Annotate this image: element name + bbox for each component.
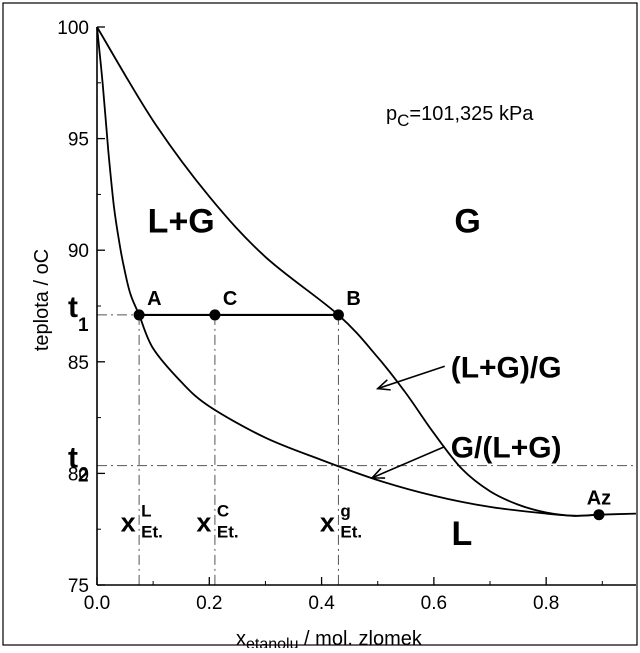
- curve-label-arrow: [377, 365, 445, 390]
- x-axis-label-rest: / mol. zlomek: [299, 628, 423, 648]
- x-tick-label: 0.8: [533, 593, 559, 614]
- y-tick-label: 95: [68, 130, 89, 151]
- x-tick-label: 0.4: [308, 593, 335, 614]
- x-marker-subscript: Et.: [141, 522, 163, 541]
- tie-point-A: [133, 309, 145, 321]
- y-tick-label: 90: [68, 241, 89, 262]
- x-marker-subscript: Et.: [340, 522, 362, 541]
- t-marker-label: t1: [68, 291, 89, 336]
- series-line: [96, 26, 599, 517]
- y-axis-label: teplota / oC: [31, 249, 53, 351]
- tie-point-label: C: [223, 288, 237, 310]
- x-marker-superscript: L: [141, 501, 151, 520]
- tie-point-label: A: [147, 288, 161, 310]
- x-tick-label: 0.0: [84, 593, 110, 614]
- t-marker-label: t2: [68, 442, 89, 487]
- curve-label: (L+G)/G: [451, 351, 562, 384]
- pressure-subscript: C: [397, 111, 409, 130]
- tie-point-B: [332, 309, 344, 321]
- x-axis-label-symbol: x: [236, 628, 246, 648]
- region-label: L+G: [148, 202, 215, 240]
- x-marker-subscript: Et.: [217, 522, 239, 541]
- x-tick-label: 0.6: [421, 593, 447, 614]
- azeotrope-point: [593, 509, 605, 521]
- y-tick-label: 100: [57, 18, 89, 39]
- x-marker-label: x: [320, 507, 335, 537]
- tie-point-label: B: [346, 288, 360, 310]
- pressure-symbol: p: [386, 103, 397, 125]
- x-marker-superscript: g: [340, 501, 350, 520]
- y-tick-label: 80: [68, 464, 89, 485]
- x-marker-label: x: [196, 507, 211, 537]
- curve-label: G/(L+G): [451, 432, 562, 465]
- series-line: [96, 26, 637, 517]
- x-axis-label-subscript: etanolu: [246, 636, 299, 648]
- curve-label-arrow: [371, 445, 446, 479]
- tie-point-C: [209, 309, 221, 321]
- curve-label-arrowhead: [375, 379, 391, 391]
- region-label: L: [452, 515, 473, 553]
- y-tick-label: 85: [68, 353, 89, 374]
- region-label: G: [454, 202, 480, 240]
- curve-label-arrowhead: [370, 467, 386, 479]
- y-tick-label: 75: [68, 576, 89, 597]
- x-marker-superscript: C: [217, 501, 229, 520]
- pressure-annotation: pC=101,325 kPa: [386, 103, 534, 130]
- pressure-value: =101,325 kPa: [409, 103, 534, 125]
- azeotrope-label: Az: [587, 488, 611, 510]
- x-marker-label: x: [121, 507, 136, 537]
- x-tick-label: 0.2: [196, 593, 222, 614]
